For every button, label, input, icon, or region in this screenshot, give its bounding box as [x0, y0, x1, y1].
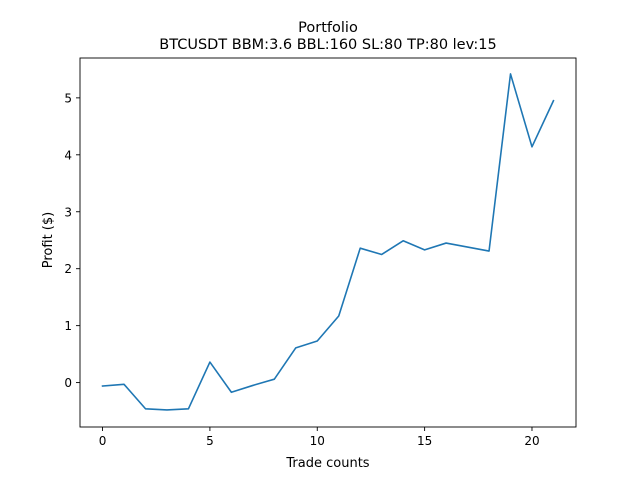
chart-title: Portfolio [298, 20, 358, 36]
y-tick-label: 0 [64, 376, 72, 390]
y-tick-label: 5 [64, 91, 72, 105]
y-tick-label: 4 [64, 148, 72, 162]
y-axis-label: Profit ($) [41, 212, 56, 268]
x-tick-label: 15 [417, 434, 432, 448]
x-tick-label: 10 [310, 434, 325, 448]
x-tick-label: 20 [524, 434, 539, 448]
y-tick-label: 3 [64, 205, 72, 219]
y-tick-label: 1 [64, 319, 72, 333]
x-tick-label: 5 [206, 434, 214, 448]
x-axis-label: Trade counts [285, 456, 369, 471]
y-tick-label: 2 [64, 262, 72, 276]
chart-subtitle: BTCUSDT BBM:3.6 BBL:160 SL:80 TP:80 lev:… [159, 37, 496, 53]
x-tick-label: 0 [99, 434, 107, 448]
